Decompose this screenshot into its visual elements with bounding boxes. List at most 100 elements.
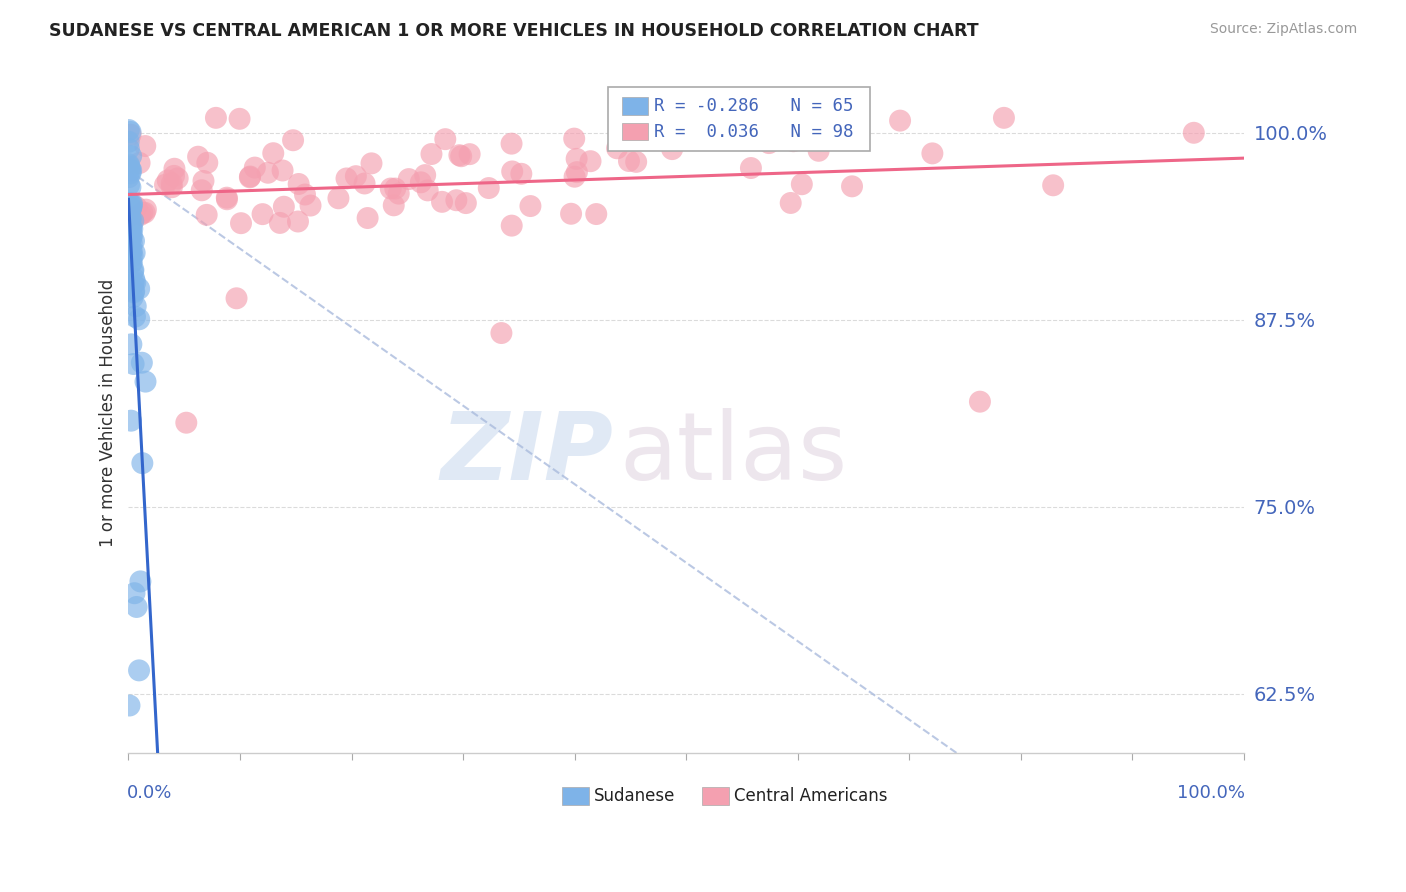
Point bbox=[193, 174, 215, 188]
Point bbox=[560, 207, 582, 221]
FancyBboxPatch shape bbox=[609, 87, 870, 152]
Point bbox=[156, 173, 179, 187]
Point bbox=[120, 163, 142, 178]
Point bbox=[205, 111, 228, 125]
FancyBboxPatch shape bbox=[562, 788, 589, 805]
Point bbox=[740, 161, 762, 175]
Point bbox=[353, 177, 375, 191]
Point bbox=[166, 171, 188, 186]
Point bbox=[153, 178, 176, 192]
Point bbox=[360, 156, 382, 170]
Point bbox=[122, 264, 145, 278]
Point bbox=[120, 149, 142, 163]
Point bbox=[122, 271, 145, 285]
Point bbox=[120, 220, 142, 235]
Point bbox=[1042, 178, 1064, 193]
Point bbox=[841, 179, 863, 194]
Point bbox=[335, 171, 357, 186]
Point bbox=[565, 152, 588, 166]
Point bbox=[134, 205, 156, 219]
Point bbox=[131, 206, 153, 220]
Point bbox=[458, 147, 481, 161]
Point bbox=[921, 146, 943, 161]
Text: Central Americans: Central Americans bbox=[734, 788, 887, 805]
FancyBboxPatch shape bbox=[621, 123, 648, 140]
Point bbox=[624, 154, 647, 169]
Point bbox=[491, 326, 513, 340]
Point bbox=[121, 256, 143, 270]
Point bbox=[131, 456, 153, 470]
Point bbox=[229, 216, 252, 230]
Point bbox=[160, 180, 183, 194]
Point bbox=[120, 166, 142, 180]
Point bbox=[176, 416, 198, 430]
Text: Source: ZipAtlas.com: Source: ZipAtlas.com bbox=[1209, 22, 1357, 37]
Text: ZIP: ZIP bbox=[441, 408, 614, 500]
Point bbox=[478, 181, 501, 195]
Point bbox=[129, 208, 152, 222]
Point bbox=[122, 214, 145, 228]
Point bbox=[128, 156, 150, 170]
Point bbox=[120, 201, 142, 215]
Point bbox=[121, 290, 143, 304]
Point bbox=[120, 180, 142, 194]
Point bbox=[501, 136, 523, 151]
Point bbox=[124, 276, 146, 290]
Text: SUDANESE VS CENTRAL AMERICAN 1 OR MORE VEHICLES IN HOUSEHOLD CORRELATION CHART: SUDANESE VS CENTRAL AMERICAN 1 OR MORE V… bbox=[49, 22, 979, 40]
Point bbox=[118, 157, 141, 171]
Point bbox=[118, 142, 141, 156]
Point bbox=[430, 194, 453, 209]
Point bbox=[239, 170, 262, 185]
Point bbox=[356, 211, 378, 225]
Point bbox=[195, 208, 218, 222]
Point bbox=[243, 161, 266, 175]
Point bbox=[388, 186, 411, 201]
Point bbox=[120, 247, 142, 261]
Text: R = -0.286   N = 65: R = -0.286 N = 65 bbox=[654, 97, 853, 115]
Point bbox=[758, 136, 780, 150]
Point bbox=[661, 142, 683, 156]
Point bbox=[225, 291, 247, 305]
Point bbox=[134, 139, 156, 153]
Point bbox=[228, 112, 250, 126]
Point bbox=[160, 177, 183, 191]
Point bbox=[118, 160, 141, 174]
Point bbox=[839, 117, 862, 131]
Point bbox=[118, 234, 141, 248]
Point bbox=[262, 146, 284, 161]
Point bbox=[449, 148, 471, 162]
Point bbox=[124, 586, 146, 600]
Point bbox=[969, 394, 991, 409]
Point bbox=[501, 164, 523, 178]
Point bbox=[121, 244, 143, 258]
Point bbox=[121, 212, 143, 227]
Point bbox=[120, 240, 142, 254]
Point bbox=[135, 202, 157, 217]
Point bbox=[118, 281, 141, 295]
Point bbox=[121, 228, 143, 243]
Point bbox=[782, 134, 804, 148]
Point bbox=[134, 375, 156, 389]
Point bbox=[120, 128, 142, 142]
Point bbox=[121, 230, 143, 244]
Point bbox=[121, 255, 143, 269]
Point bbox=[501, 219, 523, 233]
Point bbox=[450, 149, 472, 163]
Point bbox=[281, 133, 304, 147]
Point bbox=[121, 236, 143, 251]
Point bbox=[131, 356, 153, 370]
Point bbox=[120, 211, 142, 226]
Point bbox=[118, 218, 141, 232]
Point bbox=[118, 196, 141, 211]
Point bbox=[122, 285, 145, 300]
Point bbox=[195, 155, 218, 169]
Point bbox=[122, 284, 145, 298]
Point bbox=[328, 191, 350, 205]
Point bbox=[562, 131, 585, 145]
Point bbox=[120, 201, 142, 215]
Point bbox=[125, 200, 148, 214]
Point bbox=[718, 130, 741, 145]
Point bbox=[409, 175, 432, 189]
Point bbox=[215, 192, 238, 206]
Point bbox=[163, 161, 186, 176]
